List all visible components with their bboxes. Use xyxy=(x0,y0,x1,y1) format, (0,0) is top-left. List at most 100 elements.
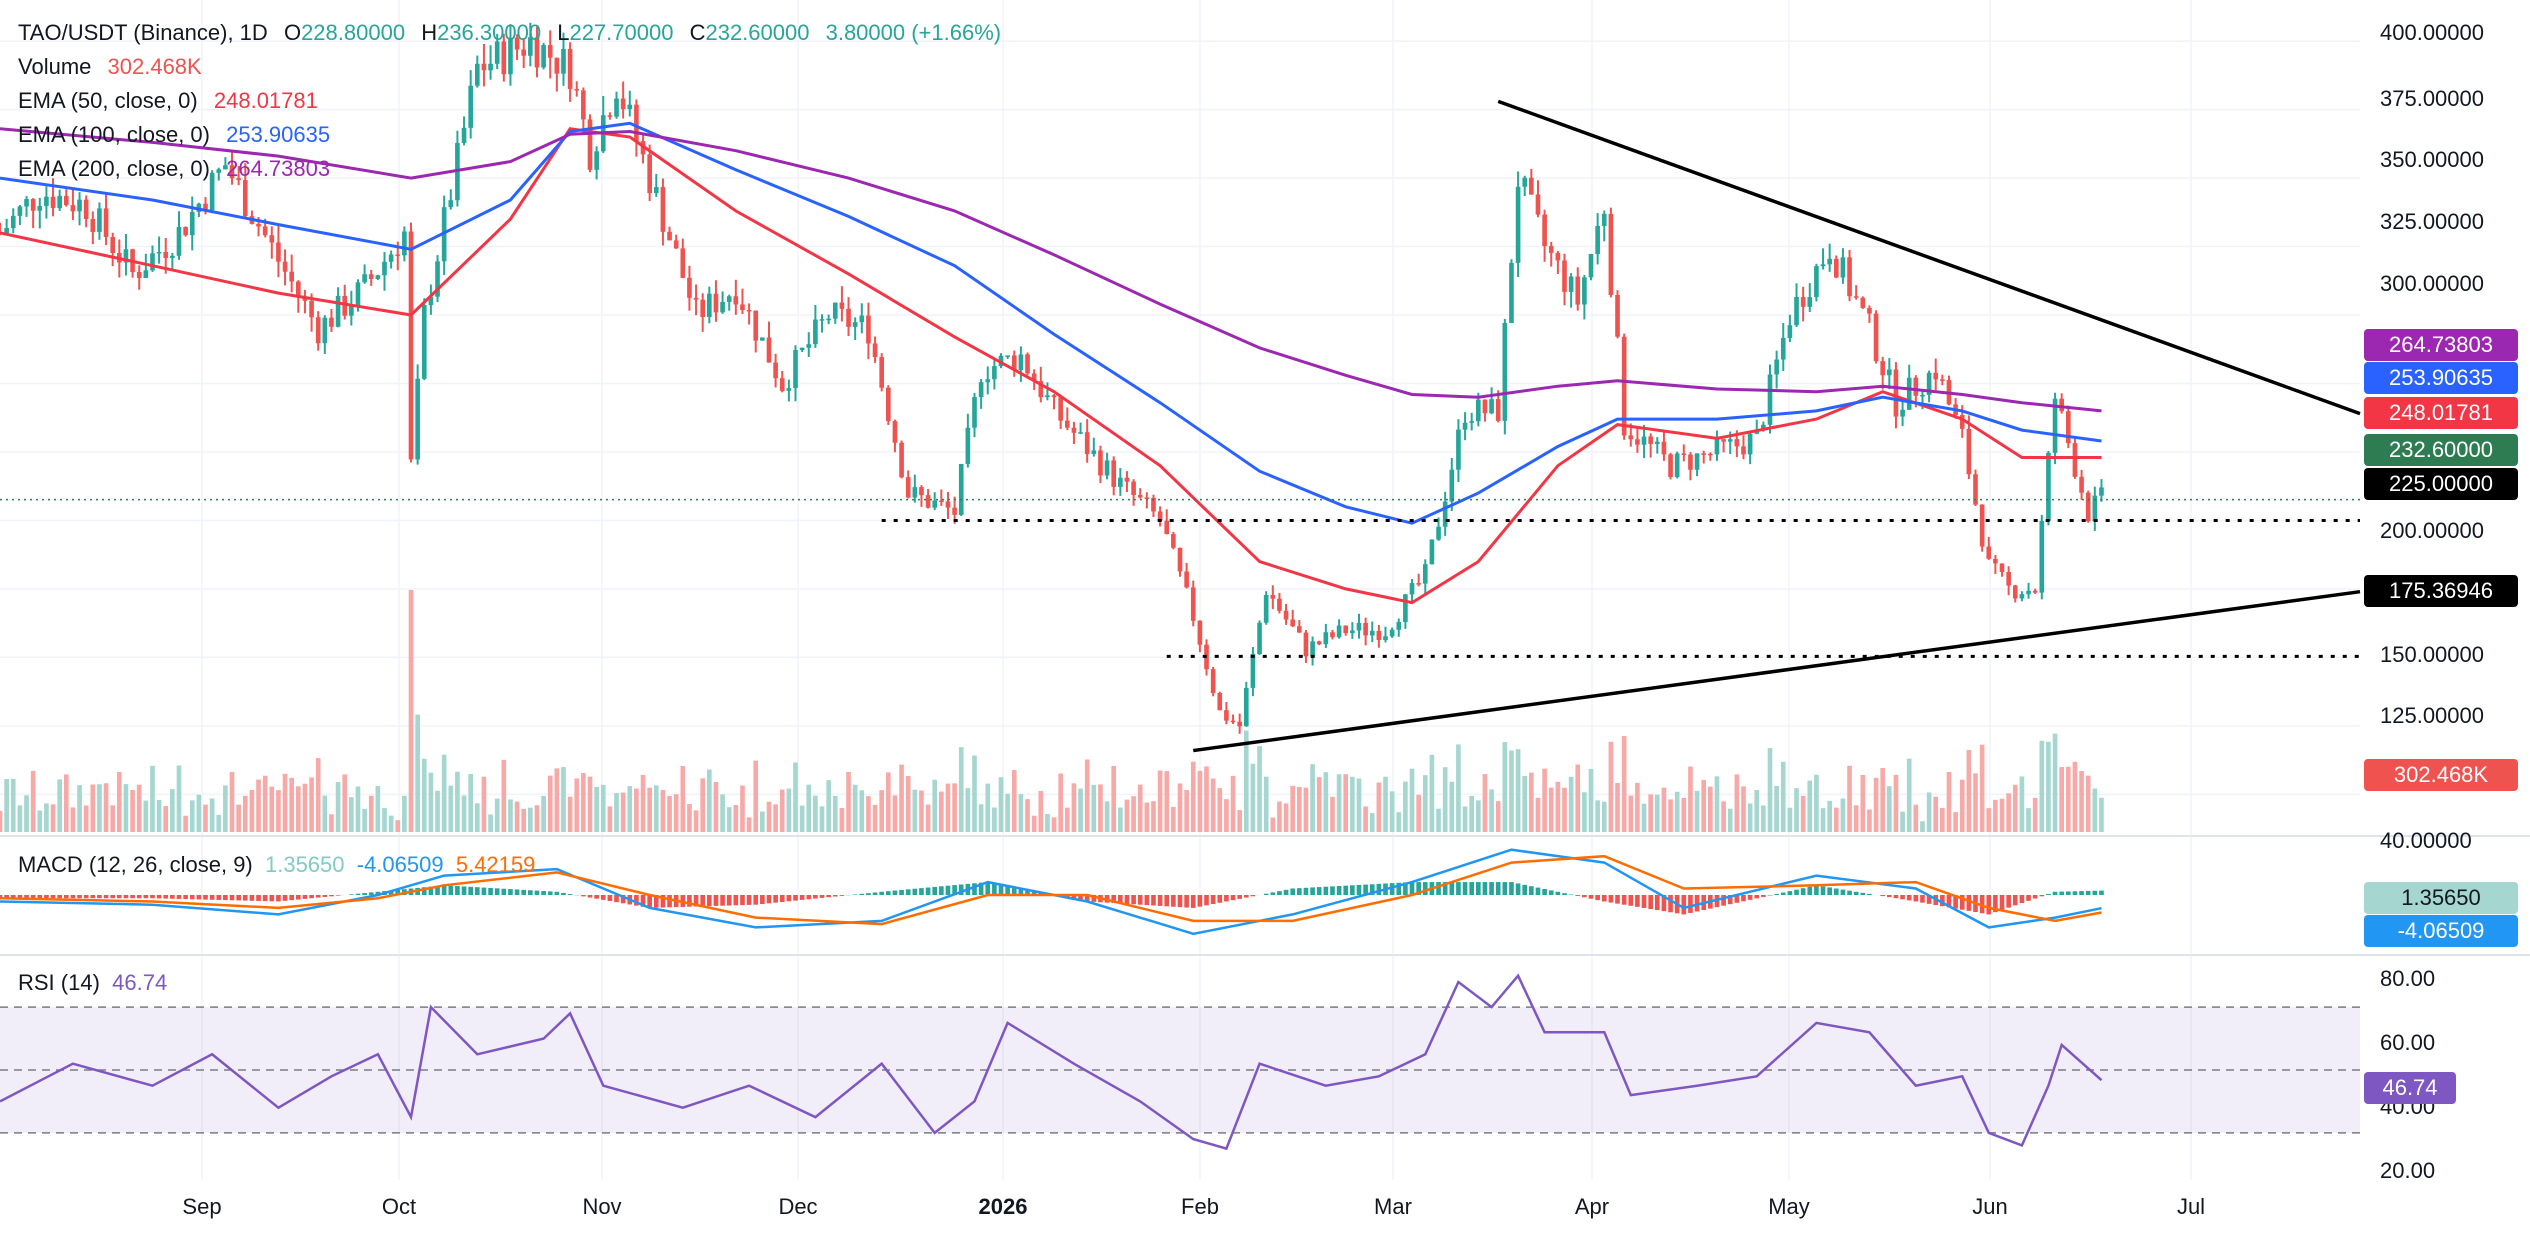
volume-bar xyxy=(77,785,82,832)
macd-histogram-bar xyxy=(1993,895,1998,913)
macd-histogram-bar xyxy=(554,891,560,895)
macd-histogram-bar xyxy=(30,895,36,899)
volume-bar xyxy=(170,789,175,832)
volume-bar xyxy=(567,796,573,832)
macd-histogram-bar xyxy=(547,891,553,895)
macd-histogram-bar xyxy=(985,882,991,895)
candle-body xyxy=(1747,433,1753,455)
candle-body xyxy=(1833,258,1839,278)
candle-body xyxy=(1694,453,1700,470)
time-tick: Feb xyxy=(1181,1194,1219,1219)
symbol-title[interactable]: TAO/USDT (Binance), 1D xyxy=(18,20,268,45)
candle-body xyxy=(1297,626,1302,633)
volume-bar xyxy=(600,784,606,832)
macd-line-badge: -4.06509 xyxy=(2364,915,2518,947)
volume-bar xyxy=(1277,801,1282,832)
candle-body xyxy=(1091,450,1097,455)
volume-bar xyxy=(1688,766,1693,832)
volume-bar xyxy=(90,784,96,832)
volume-bar xyxy=(276,790,281,832)
candle-body xyxy=(1999,563,2005,572)
volume-bar xyxy=(176,765,182,832)
macd-histogram-bar xyxy=(1157,895,1163,906)
macd-histogram-bar xyxy=(1151,895,1156,906)
volume-bar xyxy=(1913,804,1919,832)
macd-histogram-bar xyxy=(1224,895,1229,902)
macd-histogram-bar xyxy=(1456,882,1461,895)
volume-bar xyxy=(1953,812,1958,832)
volume-bar xyxy=(945,783,951,832)
volume-bar xyxy=(640,774,646,832)
volume-bar xyxy=(1336,774,1342,832)
volume-bar xyxy=(1714,776,1720,832)
volume-bar xyxy=(793,762,798,832)
macd-label: MACD (12, 26, close, 9) xyxy=(18,852,253,877)
macd-histogram-bar xyxy=(2072,891,2078,895)
volume-bar xyxy=(673,794,679,832)
macd-histogram-bar xyxy=(1668,895,1673,913)
macd-histogram-bar xyxy=(63,895,69,899)
macd-histogram-bar xyxy=(1979,895,1985,914)
volume-bar xyxy=(1416,794,1421,832)
macd-histogram-bar xyxy=(448,885,454,895)
volume-bar xyxy=(852,784,858,832)
volume-bar xyxy=(1436,808,1441,832)
candle-body xyxy=(965,427,971,464)
candle-body xyxy=(1031,373,1037,382)
legend-ema100-row[interactable]: EMA (100, close, 0) 253.90635 xyxy=(18,118,1011,152)
macd-legend[interactable]: MACD (12, 26, close, 9) 1.35650 -4.06509… xyxy=(18,852,535,878)
candle-body xyxy=(1847,257,1852,297)
time-tick: Sep xyxy=(182,1194,222,1219)
volume-bar xyxy=(488,814,493,832)
candle-body xyxy=(256,223,261,227)
candle-body xyxy=(1263,595,1269,623)
macd-histogram-bar xyxy=(474,887,480,895)
legend-ema200-row[interactable]: EMA (200, close, 0) 264.73803 xyxy=(18,152,1011,186)
macd-histogram-bar xyxy=(1913,895,1919,902)
macd-histogram-bar xyxy=(1436,882,1441,895)
candle-body xyxy=(1708,453,1713,456)
ema50-price-badge: 248.01781 xyxy=(2364,397,2518,429)
macd-histogram-bar xyxy=(2059,891,2065,895)
candle-body xyxy=(1449,469,1455,502)
macd-histogram-bar xyxy=(1025,889,1030,895)
macd-histogram-bar xyxy=(1137,895,1143,905)
macd-histogram-bar xyxy=(700,895,706,907)
rsi-legend[interactable]: RSI (14) 46.74 xyxy=(18,970,167,996)
volume-bar xyxy=(342,774,348,832)
candle-body xyxy=(77,199,82,212)
ohlc-change: 3.80000 (+1.66%) xyxy=(825,20,1002,45)
candle-body xyxy=(1787,325,1793,338)
candle-body xyxy=(1350,630,1355,634)
volume-bar xyxy=(528,807,533,832)
volume-bar xyxy=(1615,783,1620,832)
volume-bar xyxy=(859,790,865,832)
volume-bar xyxy=(1263,776,1269,832)
macd-histogram-bar xyxy=(793,895,798,901)
macd-histogram-bar xyxy=(1369,884,1375,895)
macd-histogram-bar xyxy=(37,895,43,899)
candle-body xyxy=(634,104,639,142)
legend-volume-row[interactable]: Volume 302.468K xyxy=(18,50,1011,84)
candle-body xyxy=(574,89,580,91)
macd-histogram-bar xyxy=(1648,895,1653,910)
macd-histogram-bar xyxy=(819,895,825,898)
volume-bar xyxy=(1098,784,1103,832)
volume-bar xyxy=(905,775,911,832)
candle-body xyxy=(2065,411,2071,444)
candle-body xyxy=(2046,452,2051,522)
volume-bar xyxy=(402,795,407,832)
candle-body xyxy=(1674,453,1680,478)
volume-bar xyxy=(1767,747,1773,832)
volume-bar xyxy=(1230,775,1236,832)
macd-histogram-bar xyxy=(1787,891,1793,895)
macd-histogram-bar xyxy=(1495,882,1501,895)
volume-bar xyxy=(1283,803,1289,832)
legend-ema50-row[interactable]: EMA (50, close, 0) 248.01781 xyxy=(18,84,1011,118)
volume-bar xyxy=(992,807,997,832)
macd-histogram-bar xyxy=(0,895,3,899)
candle-body xyxy=(501,41,507,75)
candle-body xyxy=(1774,359,1779,375)
candle-body xyxy=(1469,421,1475,423)
